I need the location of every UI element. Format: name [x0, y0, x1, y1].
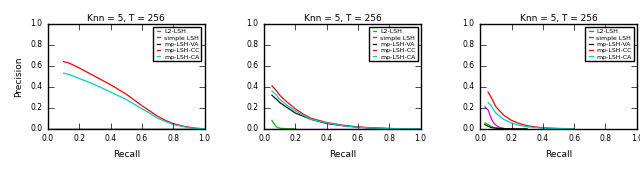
Text: (b) MIPS: (b) MIPS: [322, 183, 363, 184]
Title: Knn = 5, T = 256: Knn = 5, T = 256: [303, 14, 381, 23]
Legend: L2-LSH, simple LSH, mp-LSH-VA, mp-LSH-CC, mp-LSH-CA: L2-LSH, simple LSH, mp-LSH-VA, mp-LSH-CC…: [369, 27, 417, 61]
X-axis label: Recall: Recall: [545, 150, 572, 159]
Legend: L2-LSH, simple LSH, mp-LSH-VA, mp-LSH-CC, mp-LSH-CA: L2-LSH, simple LSH, mp-LSH-VA, mp-LSH-CC…: [153, 27, 202, 61]
X-axis label: Recall: Recall: [113, 150, 140, 159]
Title: Knn = 5, T = 256: Knn = 5, T = 256: [520, 14, 597, 23]
Legend: L2-LSH, simple LSH, mp-LSH-VA, mp-LSH-CC, mp-LSH-CA: L2-LSH, simple LSH, mp-LSH-VA, mp-LSH-CC…: [585, 27, 634, 61]
Y-axis label: Precision: Precision: [14, 56, 24, 97]
X-axis label: Recall: Recall: [329, 150, 356, 159]
Title: Knn = 5, T = 256: Knn = 5, T = 256: [88, 14, 165, 23]
Text: (c) L2NNS + MIPS: (c) L2NNS + MIPS: [515, 183, 602, 184]
Text: (a) L2NNS: (a) L2NNS: [102, 183, 151, 184]
